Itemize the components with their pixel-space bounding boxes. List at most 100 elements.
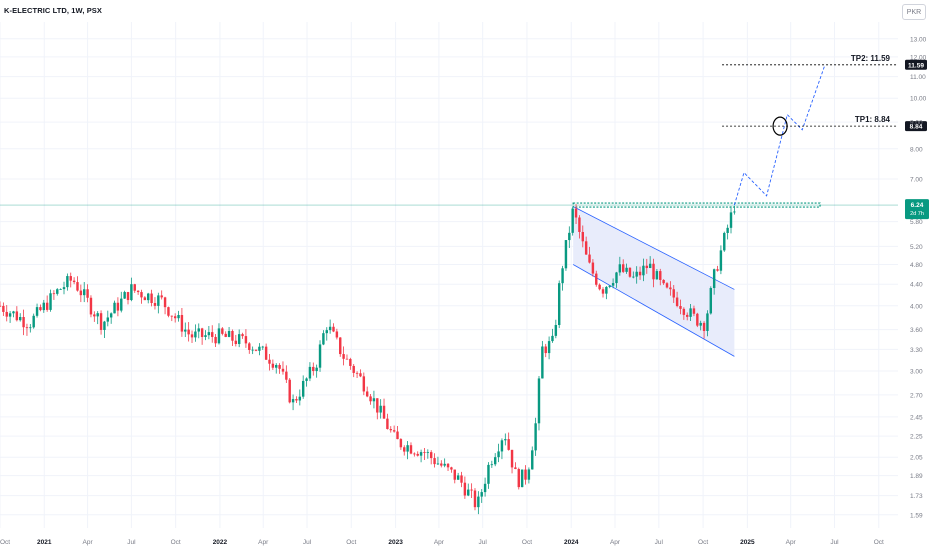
candle-body bbox=[665, 283, 669, 288]
y-tick-label: 8.00 bbox=[910, 146, 923, 153]
candle-body bbox=[207, 332, 211, 336]
candle-body bbox=[504, 439, 507, 441]
candle-body bbox=[322, 333, 325, 345]
candle-body bbox=[248, 343, 251, 350]
candle-body bbox=[301, 380, 305, 397]
x-tick-label: Oct bbox=[0, 539, 10, 546]
candle-body bbox=[72, 280, 76, 283]
candle-body bbox=[423, 452, 426, 453]
candle-body bbox=[221, 328, 224, 334]
candle-body bbox=[669, 287, 672, 290]
candle-body bbox=[628, 267, 632, 277]
candle-body bbox=[443, 463, 446, 466]
candle-body bbox=[659, 271, 662, 280]
x-tick-label: Apr bbox=[258, 539, 269, 546]
candle-body bbox=[359, 373, 362, 377]
candle-body bbox=[123, 292, 126, 299]
candle-body bbox=[564, 240, 568, 269]
candle-body bbox=[86, 289, 89, 298]
candle-body bbox=[493, 457, 497, 465]
candle-body bbox=[275, 364, 278, 368]
candle-body bbox=[557, 283, 561, 325]
candle-body bbox=[507, 439, 510, 450]
candle-body bbox=[42, 302, 46, 311]
candle-body bbox=[662, 279, 665, 284]
candle-body bbox=[719, 250, 723, 271]
candle-body bbox=[483, 483, 487, 493]
y-tick-label: 2.70 bbox=[910, 392, 923, 399]
candle-body bbox=[103, 321, 106, 330]
y-tick-label: 1.59 bbox=[910, 512, 923, 519]
candle-body bbox=[480, 492, 483, 497]
candle-body bbox=[686, 314, 689, 317]
last-price-label: 6.24 bbox=[911, 202, 924, 209]
currency-button[interactable]: PKR bbox=[902, 4, 926, 20]
candle-body bbox=[147, 293, 150, 301]
candle-body bbox=[241, 334, 244, 337]
tp2-value-bg bbox=[905, 59, 927, 70]
candle-body bbox=[113, 302, 116, 314]
chart-title: K-ELECTRIC LTD, 1W, PSX bbox=[4, 6, 102, 15]
candle-body bbox=[325, 330, 328, 334]
y-tick-label: 5.80 bbox=[910, 219, 923, 226]
candle-body bbox=[335, 331, 339, 338]
y-tick-label: 2.05 bbox=[910, 455, 923, 462]
candle-body bbox=[520, 469, 524, 488]
candle-body bbox=[264, 346, 268, 360]
y-tick-label: 2.25 bbox=[910, 434, 923, 441]
candle-body bbox=[143, 297, 147, 301]
candle-body bbox=[642, 265, 645, 276]
candle-body bbox=[618, 264, 622, 273]
y-tick-label: 1.89 bbox=[910, 473, 923, 480]
candle-body bbox=[140, 292, 143, 298]
candle-body bbox=[389, 429, 392, 431]
candle-body bbox=[96, 313, 99, 317]
candle-body bbox=[308, 366, 312, 379]
candle-body bbox=[136, 290, 140, 293]
candle-body bbox=[66, 276, 69, 288]
x-tick-label: 2022 bbox=[213, 539, 228, 546]
candle-body bbox=[672, 289, 675, 298]
candle-body bbox=[652, 263, 655, 280]
candle-body bbox=[298, 396, 302, 401]
candle-body bbox=[62, 287, 66, 290]
candle-body bbox=[305, 378, 308, 381]
candle-body bbox=[588, 254, 591, 263]
candle-body bbox=[467, 489, 470, 496]
candle-body bbox=[177, 315, 180, 319]
candle-body bbox=[217, 328, 221, 344]
candle-body bbox=[49, 293, 52, 310]
candle-body bbox=[352, 365, 355, 373]
candle-body bbox=[561, 268, 564, 284]
candle-body bbox=[605, 286, 608, 294]
candle-body bbox=[369, 396, 372, 402]
y-tick-label: 5.20 bbox=[910, 244, 923, 251]
candle-body bbox=[500, 440, 504, 452]
candle-body bbox=[120, 298, 123, 311]
y-tick-label: 4.40 bbox=[910, 282, 923, 289]
x-tick-label: 2024 bbox=[564, 539, 579, 546]
candle-body bbox=[416, 453, 419, 456]
candle-body bbox=[574, 208, 578, 218]
candle-body bbox=[268, 359, 271, 364]
candle-body bbox=[315, 367, 318, 372]
candle-body bbox=[342, 354, 345, 359]
candle-body bbox=[601, 289, 605, 294]
last-price-countdown: 2d 7h bbox=[910, 211, 924, 217]
candle-body bbox=[204, 335, 207, 338]
candle-body bbox=[190, 334, 194, 338]
candle-body bbox=[328, 326, 332, 331]
candle-body bbox=[349, 359, 352, 366]
candle-body bbox=[460, 475, 463, 483]
x-tick-label: Apr bbox=[610, 539, 621, 546]
candle-body bbox=[214, 336, 217, 344]
candle-body bbox=[621, 264, 625, 272]
candle-body bbox=[39, 307, 42, 311]
candle-body bbox=[456, 475, 460, 480]
candle-body bbox=[723, 232, 726, 251]
candle-body bbox=[295, 399, 298, 401]
candle-body bbox=[8, 313, 12, 317]
tp2-value-label: 11.59 bbox=[908, 62, 924, 69]
